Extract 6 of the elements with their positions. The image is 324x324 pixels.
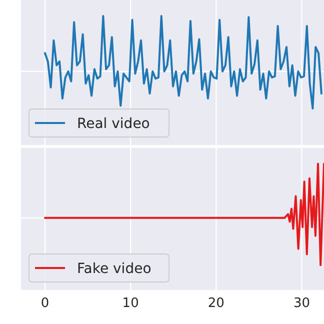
x-tick-label: 10: [122, 296, 139, 312]
legend-label: Real video: [77, 116, 150, 132]
x-tick-label: 30: [293, 296, 310, 312]
legend-label: Fake video: [77, 261, 152, 277]
x-tick-label: 0: [40, 296, 50, 312]
x-tick-label: 20: [208, 296, 224, 312]
